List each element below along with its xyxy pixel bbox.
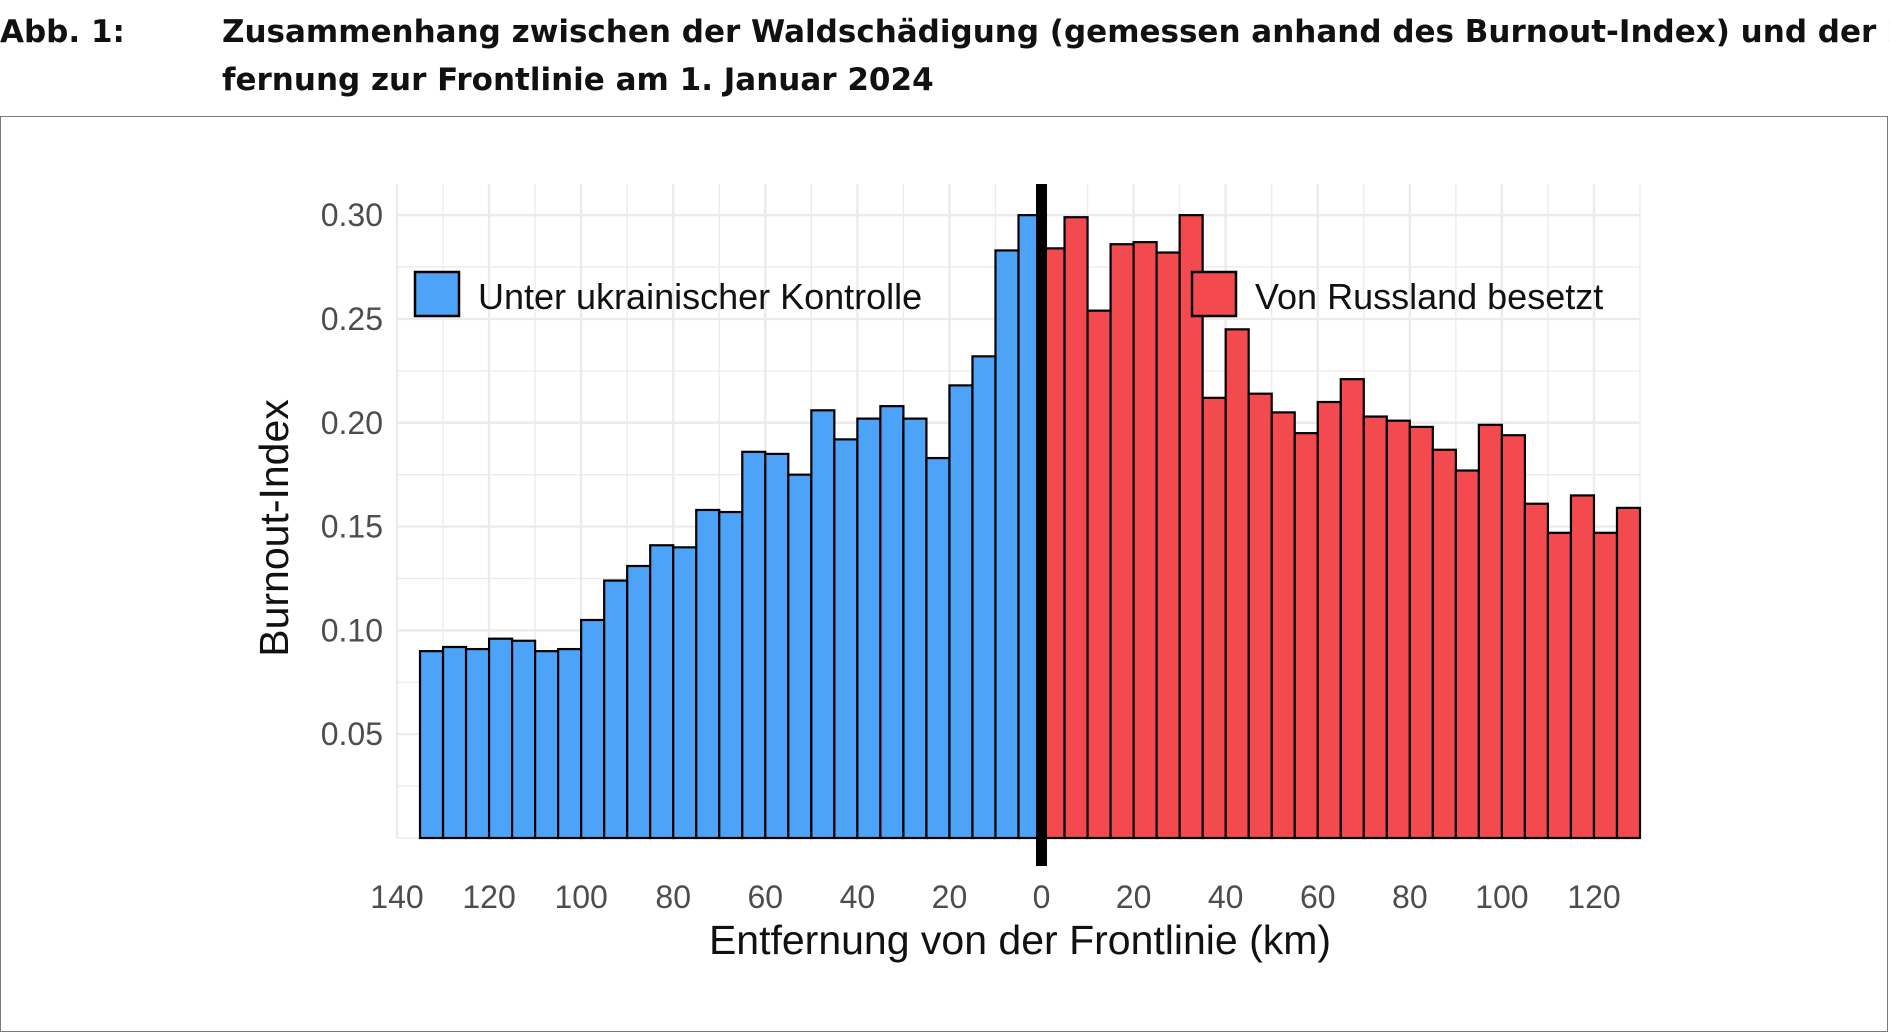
bar-ukraine xyxy=(557,647,583,840)
bar-ukraine xyxy=(603,579,629,840)
x-tick-label: 40 xyxy=(1208,879,1244,915)
bar-ukraine xyxy=(879,405,905,840)
bar-ukraine xyxy=(902,417,928,840)
x-axis-ticks: 140 120 100 80 60 40 20 0 20 40 60 80 100 120 xyxy=(370,879,1620,915)
x-tick-label: 80 xyxy=(1392,879,1428,915)
figure-frame xyxy=(0,116,1888,1032)
y-tick-label: 0.20 xyxy=(321,405,383,441)
bar-ukraine xyxy=(695,508,721,840)
y-axis-title: Burnout-Index xyxy=(251,399,297,657)
bar-ukraine xyxy=(925,456,951,840)
legend: Unter ukrainischer Kontrolle Von Russlan… xyxy=(413,270,1603,318)
x-axis-title: Entfernung von der Frontlinie (km) xyxy=(709,917,1331,963)
bar-russia xyxy=(1293,432,1319,840)
bar-ukraine xyxy=(672,546,698,840)
bar-ukraine xyxy=(441,645,468,840)
legend-swatch-russia xyxy=(1190,270,1238,318)
legend-label-ukraine: Unter ukrainischer Kontrolle xyxy=(478,276,922,317)
bar-russia xyxy=(1408,425,1434,840)
x-tick-label: 20 xyxy=(932,879,968,915)
bar-ukraine xyxy=(994,249,1020,840)
bar-russia xyxy=(1477,423,1503,840)
bar-ukraine xyxy=(626,564,652,840)
bar-russia xyxy=(1615,506,1642,840)
bar-ukraine xyxy=(464,647,491,840)
figure-label: Abb. 1: xyxy=(0,14,125,50)
bar-russia xyxy=(1063,216,1089,840)
bar-russia xyxy=(1247,392,1273,840)
bar-russia xyxy=(1155,251,1181,840)
bar-ukraine xyxy=(510,639,537,840)
bar-russia xyxy=(1339,378,1365,840)
x-tick-label: 20 xyxy=(1116,879,1152,915)
bar-ukraine xyxy=(787,473,813,840)
x-tick-label: 120 xyxy=(462,879,515,915)
x-tick-label: 40 xyxy=(840,879,876,915)
x-tick-label: 0 xyxy=(1033,879,1051,915)
y-tick-label: 0.30 xyxy=(321,197,383,233)
bar-ukraine xyxy=(534,650,560,840)
legend-swatch-ukraine xyxy=(413,270,461,318)
x-tick-label: 140 xyxy=(370,879,423,915)
y-tick-label: 0.10 xyxy=(321,612,383,648)
bar-russia xyxy=(1270,411,1296,840)
bar-russia xyxy=(1569,494,1596,840)
bar-russia xyxy=(1201,396,1227,840)
bar-russia xyxy=(1224,328,1250,840)
bar-ukraine xyxy=(856,417,882,840)
x-tick-label: 120 xyxy=(1567,879,1620,915)
bar-ukraine xyxy=(948,384,974,840)
legend-label-russia: Von Russland besetzt xyxy=(1255,276,1603,317)
bar-russia xyxy=(1362,415,1388,840)
bar-ukraine xyxy=(741,450,767,840)
bar-ukraine xyxy=(487,637,514,840)
x-tick-label: 60 xyxy=(1300,879,1336,915)
bar-russia xyxy=(1431,448,1457,840)
y-axis-ticks: 0.05 0.10 0.15 0.20 0.25 0.30 xyxy=(321,197,383,752)
bar-russia xyxy=(1109,243,1135,840)
figure-title-line-1: Zusammenhang zwischen der Waldschädigung… xyxy=(222,14,1890,50)
bar-ukraine xyxy=(418,650,445,840)
bar-russia xyxy=(1523,502,1550,840)
bar-ukraine xyxy=(718,510,744,840)
y-tick-label: 0.25 xyxy=(321,301,383,337)
y-tick-label: 0.15 xyxy=(321,509,383,545)
bar-russia xyxy=(1546,531,1573,840)
bar-ukraine xyxy=(649,544,675,840)
bar-ukraine xyxy=(764,452,790,840)
figure-caption: Abb. 1: Zusammenhang zwischen der Waldsc… xyxy=(0,0,1890,114)
x-tick-label: 60 xyxy=(747,879,783,915)
bars xyxy=(418,214,1642,840)
figure-title-line-2: fernung zur Frontlinie am 1. Januar 2024 xyxy=(222,62,934,98)
bar-ukraine xyxy=(833,438,859,840)
x-tick-label: 100 xyxy=(554,879,607,915)
x-tick-label: 80 xyxy=(655,879,691,915)
bar-ukraine xyxy=(971,355,997,840)
bar-russia xyxy=(1454,469,1480,840)
bar-russia xyxy=(1500,434,1527,840)
bar-russia xyxy=(1316,400,1342,840)
bar-russia xyxy=(1592,531,1619,840)
bar-ukraine xyxy=(810,409,836,840)
bar-russia xyxy=(1086,309,1112,840)
bar-russia xyxy=(1385,419,1411,840)
bar-ukraine xyxy=(580,618,606,840)
y-tick-label: 0.05 xyxy=(321,716,383,752)
x-tick-label: 100 xyxy=(1475,879,1528,915)
bar-russia xyxy=(1132,241,1158,840)
